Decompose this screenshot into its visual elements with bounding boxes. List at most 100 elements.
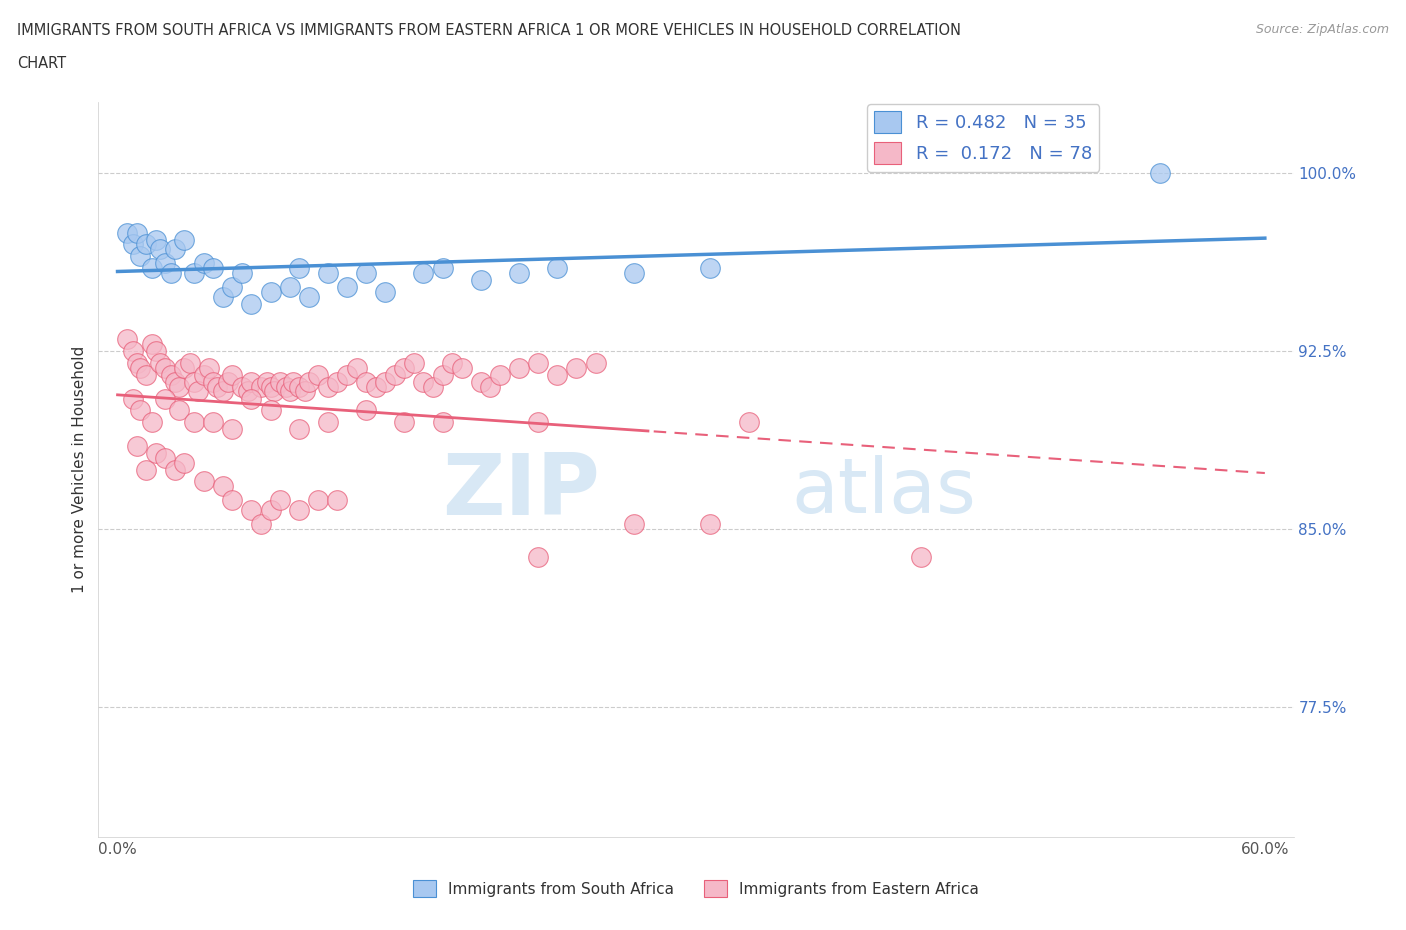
Point — [307, 493, 329, 508]
Point — [527, 550, 550, 565]
Point — [167, 379, 190, 394]
Point — [211, 289, 233, 304]
Point — [479, 379, 502, 394]
Point — [179, 355, 201, 370]
Point — [527, 355, 550, 370]
Point — [394, 415, 416, 430]
Point — [125, 225, 148, 240]
Point — [155, 450, 177, 465]
Point — [432, 260, 454, 275]
Point — [441, 355, 464, 370]
Point — [187, 384, 209, 399]
Point — [470, 375, 492, 390]
Point — [129, 360, 152, 375]
Point — [623, 517, 645, 532]
Point — [149, 242, 172, 257]
Point — [155, 392, 177, 406]
Point — [450, 360, 472, 375]
Point — [294, 384, 316, 399]
Point — [259, 403, 281, 418]
Point — [121, 392, 143, 406]
Point — [384, 367, 406, 382]
Point — [145, 445, 167, 460]
Point — [316, 415, 339, 430]
Point — [240, 392, 263, 406]
Point — [211, 479, 233, 494]
Point — [155, 256, 177, 271]
Point — [155, 360, 177, 375]
Point — [364, 379, 387, 394]
Text: CHART: CHART — [17, 56, 66, 71]
Point — [121, 344, 143, 359]
Point — [269, 493, 291, 508]
Point — [470, 272, 492, 287]
Point — [135, 462, 157, 477]
Point — [115, 332, 138, 347]
Point — [508, 265, 530, 280]
Point — [354, 375, 377, 390]
Point — [565, 360, 588, 375]
Point — [432, 415, 454, 430]
Point — [508, 360, 530, 375]
Point — [135, 367, 157, 382]
Point — [699, 517, 721, 532]
Point — [160, 367, 183, 382]
Point — [326, 493, 349, 508]
Point — [221, 493, 243, 508]
Point — [298, 375, 321, 390]
Point — [173, 232, 195, 247]
Point — [202, 375, 225, 390]
Point — [183, 375, 205, 390]
Point — [163, 375, 186, 390]
Point — [326, 375, 349, 390]
Point — [288, 379, 311, 394]
Point — [699, 260, 721, 275]
Point — [259, 502, 281, 517]
Point — [135, 237, 157, 252]
Point — [374, 285, 396, 299]
Point — [163, 462, 186, 477]
Point — [129, 249, 152, 264]
Point — [141, 260, 163, 275]
Point — [221, 367, 243, 382]
Point — [221, 280, 243, 295]
Point — [394, 360, 416, 375]
Point — [145, 232, 167, 247]
Point — [231, 379, 253, 394]
Point — [288, 502, 311, 517]
Point — [167, 403, 190, 418]
Point — [374, 375, 396, 390]
Y-axis label: 1 or more Vehicles in Household: 1 or more Vehicles in Household — [72, 346, 87, 593]
Point — [240, 502, 263, 517]
Point — [489, 367, 512, 382]
Point — [149, 355, 172, 370]
Point — [205, 379, 228, 394]
Point — [250, 517, 273, 532]
Point — [183, 265, 205, 280]
Point — [1149, 166, 1171, 180]
Point — [121, 237, 143, 252]
Point — [546, 260, 568, 275]
Point — [193, 474, 215, 489]
Point — [316, 379, 339, 394]
Point — [316, 265, 339, 280]
Point — [211, 384, 233, 399]
Point — [259, 285, 281, 299]
Point — [432, 367, 454, 382]
Legend: R = 0.482   N = 35, R =  0.172   N = 78: R = 0.482 N = 35, R = 0.172 N = 78 — [868, 104, 1099, 171]
Point — [623, 265, 645, 280]
Point — [173, 360, 195, 375]
Point — [737, 415, 759, 430]
Point — [274, 379, 297, 394]
Point — [240, 375, 263, 390]
Point — [125, 439, 148, 454]
Point — [163, 242, 186, 257]
Point — [354, 265, 377, 280]
Text: ZIP: ZIP — [443, 450, 600, 533]
Text: Source: ZipAtlas.com: Source: ZipAtlas.com — [1256, 23, 1389, 36]
Text: IMMIGRANTS FROM SOUTH AFRICA VS IMMIGRANTS FROM EASTERN AFRICA 1 OR MORE VEHICLE: IMMIGRANTS FROM SOUTH AFRICA VS IMMIGRAN… — [17, 23, 960, 38]
Point — [115, 225, 138, 240]
Point — [183, 415, 205, 430]
Point — [527, 415, 550, 430]
Point — [129, 403, 152, 418]
